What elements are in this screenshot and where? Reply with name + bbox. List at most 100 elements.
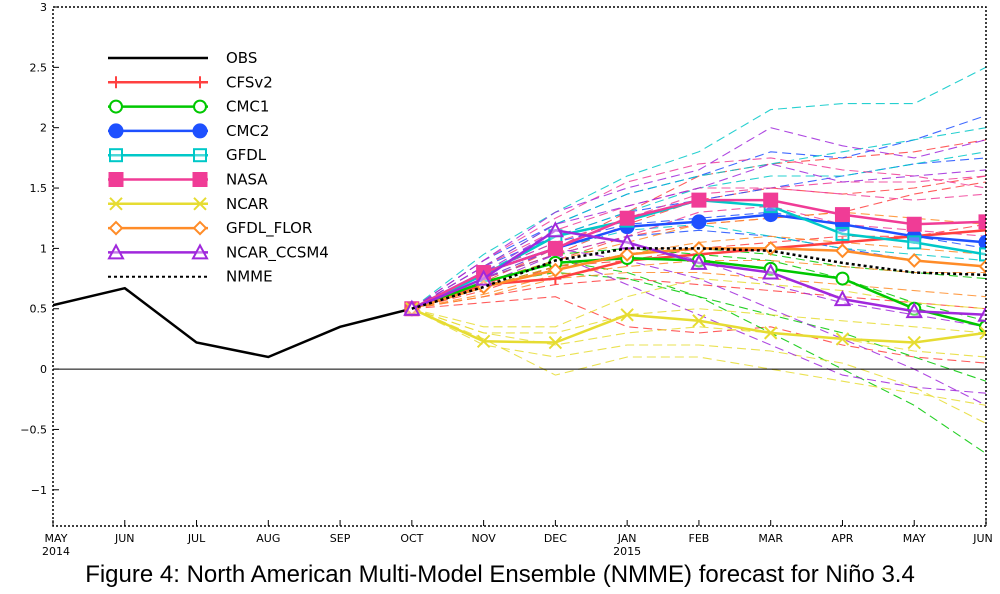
legend-marker — [109, 99, 123, 114]
data-point-cmc2 — [691, 214, 707, 230]
legend-marker — [108, 123, 124, 139]
data-point-ncar-ccsm4 — [905, 302, 923, 319]
data-point-gfdl-flor — [619, 247, 635, 262]
data-point-cmc1 — [979, 319, 986, 334]
data-point-gfdl-flor — [978, 259, 986, 274]
data-point-nasa — [547, 240, 563, 256]
data-point-ncar — [620, 308, 634, 322]
legend-item-ncar: NCAR — [108, 195, 268, 213]
ensemble-member-line — [411, 308, 986, 406]
legend-marker — [108, 172, 124, 187]
x-tick-label: MAY — [903, 532, 926, 545]
x-tick-label: JUN — [114, 532, 135, 545]
legend-marker — [193, 99, 207, 114]
series-lines — [53, 192, 986, 359]
series-line-nmme — [411, 247, 986, 310]
y-tick-label: 0 — [40, 363, 47, 376]
series-nasa — [404, 192, 986, 317]
data-point-ncar-ccsm4 — [977, 305, 986, 322]
series-ncar-ccsm4 — [403, 221, 986, 322]
legend-marker — [193, 197, 207, 211]
x-tick-year-label: 2015 — [613, 545, 641, 558]
series-nmme — [411, 247, 986, 310]
ensemble-member-line — [411, 308, 986, 334]
ensemble-member-line — [411, 259, 986, 310]
legend-item-nmme: NMME — [108, 268, 273, 286]
y-tick-label: 2 — [40, 122, 47, 135]
legend-marker — [110, 76, 122, 89]
series-ncar — [405, 302, 986, 350]
y-axis: −1 −0.5 0 0.5 1 1.5 2 2.5 3 — [20, 1, 59, 497]
y-tick-label: −0.5 — [20, 423, 47, 436]
legend-item-cmc1: CMC1 — [108, 98, 269, 116]
x-tick-label: AUG — [256, 532, 280, 545]
legend-marker — [108, 220, 124, 236]
data-point-gfdl — [907, 235, 922, 250]
data-point-cmc2 — [978, 234, 986, 250]
x-tick-label: FEB — [689, 532, 710, 545]
data-point-nasa — [691, 192, 707, 208]
plot-border — [52, 6, 987, 527]
legend-marker — [192, 172, 208, 187]
y-tick-label: 3 — [40, 1, 47, 14]
legend-label: OBS — [226, 49, 257, 67]
data-point-nasa — [763, 192, 779, 208]
data-point-gfdl-flor — [547, 262, 563, 278]
data-point-ncar — [692, 314, 706, 328]
x-tick-label: MAY — [45, 532, 68, 545]
ensemble-member-line — [411, 127, 986, 310]
ensemble-member-line — [411, 115, 986, 310]
ensemble-member-line — [411, 205, 986, 310]
legend-label: NASA — [226, 171, 268, 189]
ensemble-member-line — [411, 296, 986, 364]
legend-label: CFSv2 — [226, 73, 273, 91]
x-tick-year-label: 2014 — [42, 545, 70, 558]
x-tick-label: SEP — [330, 532, 351, 545]
x-tick-label: DEC — [544, 532, 567, 545]
legend-marker — [109, 148, 123, 163]
legend-label: GFDL_FLOR — [226, 219, 312, 238]
data-point-nasa — [619, 210, 635, 226]
legend-item-nasa: NASA — [108, 171, 268, 189]
data-point-gfdl-flor — [906, 253, 922, 268]
ensemble-member-line — [411, 247, 986, 406]
legend-item-gfdl-flor: GFDL_FLOR — [108, 219, 312, 238]
data-point-ncar — [979, 326, 986, 340]
data-point-ncar-ccsm4 — [833, 289, 852, 307]
legend-item-obs: OBS — [108, 49, 257, 67]
x-tick-label: NOV — [472, 532, 497, 545]
legend-item-cfsv2: CFSv2 — [108, 73, 273, 91]
plot-frame — [52, 6, 987, 527]
ensemble-member-line — [411, 127, 986, 310]
ensemble-member-line — [411, 271, 986, 310]
legend-item-gfdl: GFDL — [108, 146, 267, 164]
legend-label: CMC1 — [226, 98, 269, 116]
ensemble-member-line — [411, 308, 986, 358]
legend-marker — [192, 220, 208, 236]
data-point-ncar — [907, 335, 921, 350]
ensemble-member-line — [411, 157, 986, 310]
legend-item-ncar-ccsm4: NCAR_CCSM4 — [107, 243, 329, 262]
data-point-ncar — [476, 334, 491, 349]
ensemble-member-line — [411, 278, 986, 310]
data-point-nasa — [978, 214, 986, 230]
x-tick-label: JUN — [972, 532, 993, 545]
legend-label: CMC2 — [226, 122, 269, 140]
data-point-cfsv2 — [980, 224, 986, 237]
data-point-gfdl — [835, 226, 850, 241]
series-obs — [53, 286, 413, 359]
data-point-cmc1 — [835, 271, 850, 286]
data-point-nasa — [906, 216, 922, 232]
series-line-ncar-ccsm4 — [411, 228, 986, 317]
legend-label: NCAR — [226, 195, 268, 213]
legend-label: GFDL — [226, 146, 267, 164]
data-point-ncar — [835, 332, 850, 346]
y-tick-label: 0.5 — [30, 303, 48, 316]
legend: OBS CFSv2 CMC1 CMC2 GFDL NASA NCAR GFDL_FLOR NCA… — [107, 49, 329, 286]
y-tick-label: −1 — [31, 484, 47, 497]
legend-marker — [109, 197, 123, 211]
legend-marker — [193, 148, 207, 163]
series-line-obs — [53, 286, 413, 359]
y-tick-label: 1 — [40, 242, 47, 255]
